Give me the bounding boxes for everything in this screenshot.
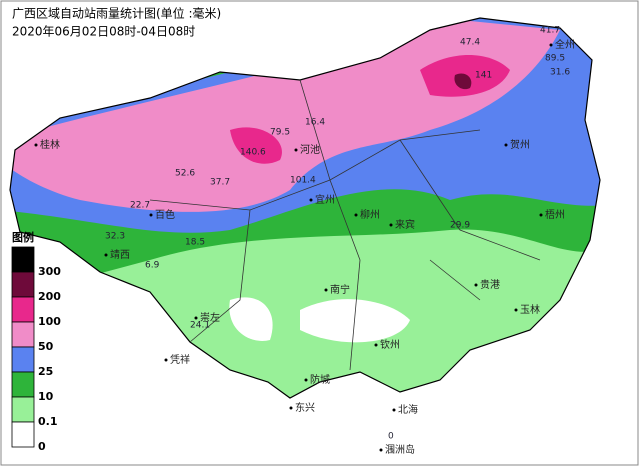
rain-value: 31.6	[550, 68, 570, 78]
rain-value: 101.4	[290, 176, 316, 186]
station-dot	[34, 143, 38, 147]
legend-label: 25	[38, 365, 53, 378]
rain-value: 141	[475, 71, 492, 81]
legend-title: 图例	[12, 230, 34, 244]
province-border	[9, 17, 601, 399]
legend-swatch	[11, 346, 35, 373]
station-dot	[474, 283, 478, 287]
place-label: 百色	[155, 208, 175, 221]
place-label: 东兴	[295, 401, 315, 414]
legend-swatch	[11, 396, 35, 423]
legend-label: 200	[38, 290, 61, 303]
station-dot	[104, 253, 108, 257]
place-label: 贺州	[510, 139, 530, 151]
rain-value: 47.4	[460, 38, 480, 48]
place-label: 来宾	[395, 218, 415, 231]
legend-swatch	[11, 246, 35, 273]
place-label: 宜州	[315, 193, 335, 206]
rain-value: 22.7	[130, 201, 150, 211]
legend: 300 200 100 50 25 10 0.1 0	[11, 246, 61, 453]
rain-value: 29.9	[450, 221, 470, 231]
place-label: 南宁	[330, 283, 350, 296]
place-label: 凭祥	[170, 353, 190, 366]
rain-area	[10, 20, 560, 212]
rain-area	[300, 299, 410, 343]
station-dot	[504, 143, 508, 147]
place-label: 涠洲岛	[385, 443, 415, 456]
rain-value: 52.6	[175, 169, 195, 179]
legend-label: 100	[38, 315, 61, 328]
place-label: 靖西	[110, 248, 130, 261]
station-dot	[194, 316, 198, 320]
rain-value: 89.5	[545, 54, 565, 64]
place-label: 防城	[310, 373, 330, 386]
station-dot	[539, 213, 543, 217]
station-dot	[392, 408, 396, 412]
legend-swatch	[11, 321, 35, 348]
place-label: 崇左	[200, 311, 220, 324]
place-label: 梧州	[545, 208, 565, 221]
station-dot	[294, 148, 298, 152]
place-label: 北海	[398, 403, 418, 416]
rain-value: 41.7	[540, 26, 560, 36]
place-label: 桂林	[40, 138, 60, 151]
place-label: 全州	[555, 38, 575, 51]
station-dot	[289, 406, 293, 410]
place-label: 贵港	[480, 278, 500, 291]
rain-area	[10, 229, 600, 398]
subtitle: 2020年06月02日08时-04日08时	[12, 25, 195, 39]
rain-value: 79.5	[270, 128, 290, 138]
rain-value: 16.4	[305, 118, 325, 128]
rain-value: 37.7	[210, 178, 230, 188]
station-dot	[309, 198, 313, 202]
title: 广西区域自动站雨量统计图(单位 :毫米)	[12, 6, 221, 21]
rain-value: 24.1	[190, 321, 210, 331]
station-dot	[549, 43, 553, 47]
rain-area	[454, 73, 472, 90]
rain-area	[229, 297, 273, 341]
station-dot	[374, 343, 378, 347]
place-label: 钦州	[380, 339, 400, 351]
station-dot	[389, 223, 393, 227]
rain-value: 6.9	[145, 261, 160, 271]
station-dot	[324, 288, 328, 292]
rain-value: 0	[388, 432, 394, 442]
legend-label: 10	[38, 390, 54, 403]
place-label: 玉林	[520, 303, 540, 316]
legend-label: 0.1	[38, 415, 58, 428]
city-border	[149, 79, 541, 371]
legend-label: 0	[38, 440, 46, 453]
legend-swatch	[11, 271, 35, 298]
legend-label: 300	[38, 265, 61, 278]
rain-value: 32.3	[105, 232, 125, 242]
station-dot	[379, 448, 383, 452]
station-dot	[304, 378, 308, 382]
legend-swatch	[11, 371, 35, 398]
station-dot	[149, 213, 153, 217]
legend-label: 50	[38, 340, 54, 353]
rain-value: 18.5	[185, 238, 205, 248]
station-dot	[514, 308, 518, 312]
legend-swatch	[11, 421, 35, 448]
rain-area	[230, 127, 282, 164]
place-label: 柳州	[360, 208, 380, 221]
station-dot	[164, 358, 168, 362]
place-label: 河池	[300, 143, 320, 156]
rain-value: 140.6	[240, 148, 266, 158]
station-dot	[354, 213, 358, 217]
legend-swatch	[11, 296, 35, 323]
